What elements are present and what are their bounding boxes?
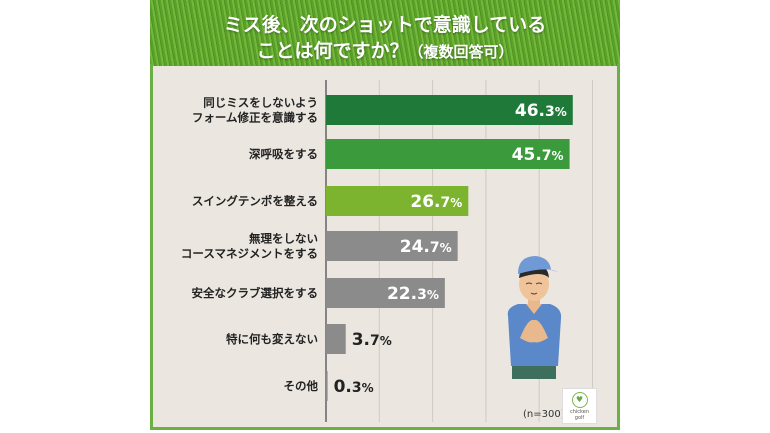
logo-icon: ♥ bbox=[571, 392, 588, 408]
bar bbox=[326, 278, 445, 308]
category-label: コースマネジメントをする bbox=[181, 247, 318, 261]
value-label: 22.3% bbox=[387, 284, 439, 304]
bar bbox=[326, 371, 328, 401]
logo: ♥ chicken golf bbox=[562, 388, 597, 424]
title-question: ことは何ですか？ bbox=[256, 40, 409, 62]
title-line-1: ミス後、次のショットで意識している bbox=[223, 14, 547, 36]
category-label: 同じミスをしないよう bbox=[203, 96, 318, 110]
category-label: その他 bbox=[284, 379, 319, 393]
category-label: 特に何も変えない bbox=[226, 332, 318, 346]
value-label: 3.7% bbox=[352, 330, 392, 350]
bar bbox=[326, 324, 346, 354]
golfer-illustration bbox=[507, 256, 562, 379]
bar bbox=[326, 186, 469, 216]
category-label: 安全なクラブ選択をする bbox=[192, 286, 319, 300]
category-label: フォーム修正を意識する bbox=[192, 111, 318, 125]
bar bbox=[326, 139, 570, 169]
category-label: スイングテンポを整える bbox=[192, 194, 318, 208]
infographic-panel: ミス後、次のショットで意識している ことは何ですか？（複数回答可） 同じミスをし… bbox=[150, 0, 620, 430]
value-label: 45.7% bbox=[512, 145, 564, 165]
title-note: （複数回答可） bbox=[408, 43, 514, 61]
sample-size: (n=300) bbox=[523, 409, 565, 420]
grass-header bbox=[150, 0, 620, 66]
chart-frame bbox=[150, 64, 620, 430]
value-label: 46.3% bbox=[515, 101, 567, 121]
bar bbox=[326, 231, 458, 261]
value-label: 24.7% bbox=[400, 237, 452, 257]
value-label: 0.3% bbox=[334, 377, 374, 397]
category-label: 無理をしない bbox=[249, 232, 318, 246]
value-label: 26.7% bbox=[410, 192, 462, 212]
bar bbox=[326, 95, 573, 125]
category-label: 深呼吸をする bbox=[249, 147, 318, 161]
title-line-2: ことは何ですか？（複数回答可） bbox=[150, 36, 620, 63]
